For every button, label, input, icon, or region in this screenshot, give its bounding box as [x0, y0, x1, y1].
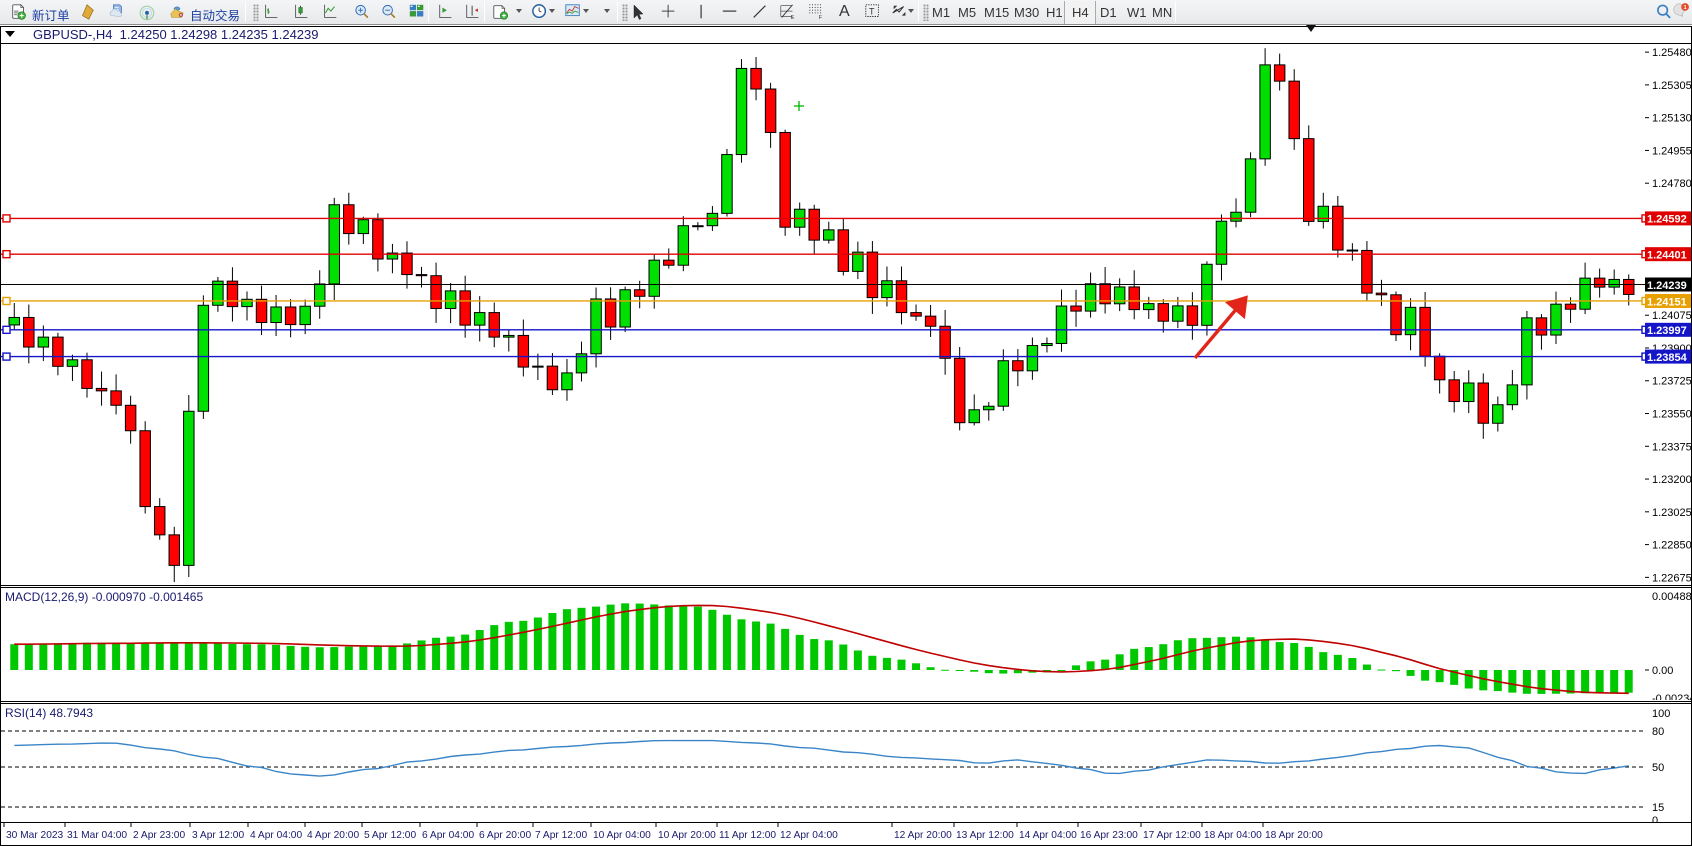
- svg-text:6 Apr 04:00: 6 Apr 04:00: [422, 830, 474, 841]
- svg-text:30 Mar 2023: 30 Mar 2023: [6, 830, 64, 841]
- svg-text:1.23854: 1.23854: [1647, 352, 1688, 364]
- svg-text:F: F: [819, 15, 823, 21]
- svg-text:1.24075: 1.24075: [1652, 310, 1692, 322]
- svg-text:1.24592: 1.24592: [1647, 214, 1687, 226]
- svg-text:11 Apr 12:00: 11 Apr 12:00: [719, 830, 776, 841]
- svg-text:16 Apr 23:00: 16 Apr 23:00: [1080, 830, 1138, 841]
- svg-text:0.00: 0.00: [1652, 665, 1673, 677]
- svg-text:4 Apr 04:00: 4 Apr 04:00: [250, 830, 302, 841]
- svg-text:80: 80: [1652, 726, 1664, 738]
- svg-text:1.25305: 1.25305: [1652, 80, 1692, 92]
- svg-text:18 Apr 20:00: 18 Apr 20:00: [1265, 830, 1323, 841]
- svg-text:100: 100: [1652, 708, 1670, 720]
- svg-text:-0.002341: -0.002341: [1652, 693, 1692, 700]
- svg-text:12 Apr 04:00: 12 Apr 04:00: [780, 830, 838, 841]
- svg-text:31 Mar 04:00: 31 Mar 04:00: [67, 830, 127, 841]
- svg-text:13 Apr 12:00: 13 Apr 12:00: [956, 830, 1014, 841]
- svg-text:1.24780: 1.24780: [1652, 178, 1692, 190]
- svg-text:1.23025: 1.23025: [1652, 507, 1692, 519]
- svg-text:17 Apr 12:00: 17 Apr 12:00: [1143, 830, 1201, 841]
- svg-text:0.004882: 0.004882: [1652, 591, 1692, 603]
- svg-text:4 Apr 20:00: 4 Apr 20:00: [307, 830, 359, 841]
- svg-text:2 Apr 23:00: 2 Apr 23:00: [133, 830, 185, 841]
- svg-text:1.24239: 1.24239: [1647, 280, 1687, 292]
- svg-text:1.24401: 1.24401: [1647, 249, 1687, 261]
- svg-text:15: 15: [1652, 802, 1664, 814]
- svg-text:50: 50: [1652, 762, 1664, 774]
- svg-text:1.24955: 1.24955: [1652, 145, 1692, 157]
- svg-text:1.23997: 1.23997: [1647, 325, 1687, 337]
- svg-text:1.23200: 1.23200: [1652, 474, 1692, 486]
- svg-text:1.24151: 1.24151: [1647, 296, 1687, 308]
- svg-text:1.23375: 1.23375: [1652, 441, 1692, 453]
- svg-text:1.25480: 1.25480: [1652, 47, 1692, 59]
- svg-text:14 Apr 04:00: 14 Apr 04:00: [1019, 830, 1077, 841]
- svg-text:12 Apr 20:00: 12 Apr 20:00: [894, 830, 952, 841]
- svg-text:1.25130: 1.25130: [1652, 113, 1692, 125]
- svg-text:10 Apr 04:00: 10 Apr 04:00: [593, 830, 651, 841]
- svg-text:18 Apr 04:00: 18 Apr 04:00: [1204, 830, 1262, 841]
- svg-text:5 Apr 12:00: 5 Apr 12:00: [364, 830, 416, 841]
- svg-text:6 Apr 20:00: 6 Apr 20:00: [479, 830, 531, 841]
- svg-text:10 Apr 20:00: 10 Apr 20:00: [658, 830, 716, 841]
- svg-text:7 Apr 12:00: 7 Apr 12:00: [535, 830, 587, 841]
- svg-text:0: 0: [1652, 815, 1658, 822]
- svg-text:1.23550: 1.23550: [1652, 409, 1692, 421]
- svg-text:E: E: [791, 15, 795, 21]
- svg-text:1.23725: 1.23725: [1652, 376, 1692, 388]
- svg-text:1.22850: 1.22850: [1652, 540, 1692, 552]
- svg-text:1.22675: 1.22675: [1652, 572, 1692, 583]
- svg-text:3 Apr 12:00: 3 Apr 12:00: [192, 830, 244, 841]
- svg-text:1: 1: [1683, 5, 1686, 11]
- svg-text:T: T: [869, 6, 875, 16]
